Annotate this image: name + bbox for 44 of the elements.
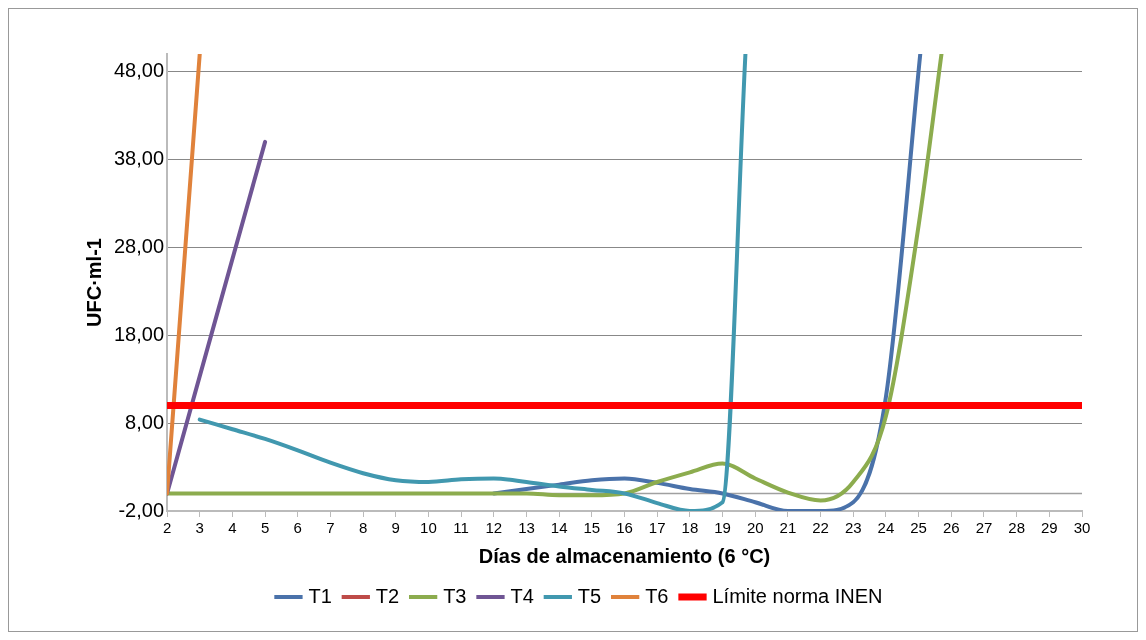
- x-tick-label: 13: [518, 519, 535, 537]
- x-tick-label: 6: [293, 519, 302, 537]
- x-tick-label: 23: [844, 519, 862, 537]
- legend-label: Límite norma INEN: [712, 584, 883, 607]
- x-tick-label: 19: [714, 519, 731, 537]
- x-tick-label: 7: [326, 519, 335, 537]
- x-tick-label: 24: [877, 519, 895, 537]
- x-tick-label: 22: [812, 519, 829, 537]
- x-axis-title: Días de almacenamiento (6 °C): [478, 544, 771, 567]
- x-tick-label: 30: [1073, 519, 1091, 537]
- legend-label: T2: [375, 584, 400, 607]
- x-tick-label: 11: [453, 519, 469, 537]
- legend-label: T6: [645, 584, 669, 607]
- x-tick-label: 21: [779, 519, 797, 537]
- y-tick-label: 48,00: [113, 59, 165, 82]
- legend-label: T3: [443, 584, 467, 607]
- x-tick-label: 29: [1040, 519, 1058, 537]
- x-tick-label: 10: [420, 519, 437, 537]
- x-tick-label: 3: [195, 519, 204, 537]
- y-tick-label: 18,00: [113, 322, 165, 345]
- x-tick-label: 25: [910, 519, 927, 537]
- x-tick-label: 18: [681, 519, 699, 537]
- y-tick-label: -2,00: [118, 498, 165, 521]
- x-tick-label: 27: [975, 519, 993, 537]
- x-tick-label: 5: [260, 519, 270, 537]
- y-tick-label: 38,00: [113, 146, 165, 169]
- x-tick-label: 8: [358, 519, 368, 537]
- y-tick-label: 28,00: [113, 234, 165, 257]
- x-tick-label: 4: [228, 519, 237, 537]
- y-axis-title: UFC·ml-1: [82, 238, 105, 327]
- x-tick-label: 26: [942, 519, 960, 537]
- x-tick-label: 17: [648, 519, 666, 537]
- x-tick-label: 28: [1008, 519, 1025, 537]
- x-tick-label: 20: [746, 519, 764, 537]
- y-tick-label: 8,00: [125, 410, 165, 433]
- x-tick-label: 16: [616, 519, 633, 537]
- x-tick-label: 15: [583, 519, 601, 537]
- x-tick-label: 2: [162, 519, 172, 537]
- legend-label: T4: [510, 584, 534, 607]
- x-tick-label: 14: [550, 519, 568, 537]
- x-tick-label: 9: [391, 519, 400, 537]
- x-tick-label: 12: [485, 519, 503, 537]
- legend-label: T5: [577, 584, 602, 607]
- legend-label: T1: [308, 584, 332, 607]
